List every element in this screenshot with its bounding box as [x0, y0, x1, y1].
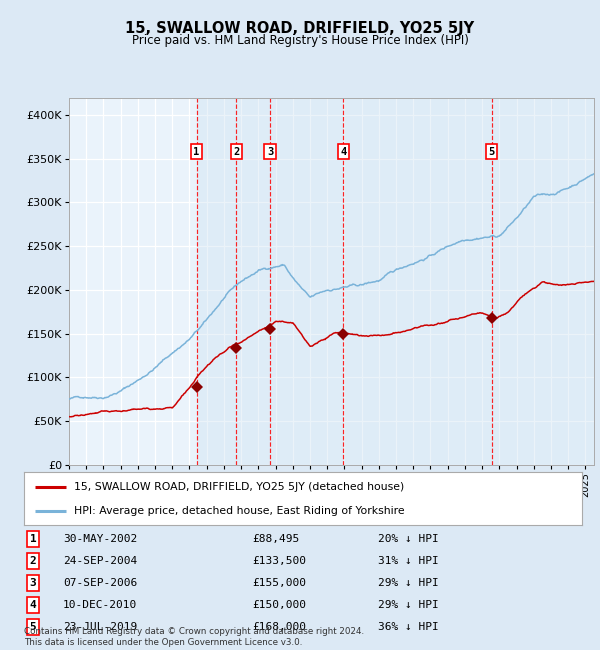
Text: 2: 2 — [233, 147, 239, 157]
Text: 24-SEP-2004: 24-SEP-2004 — [63, 556, 137, 566]
Text: 1: 1 — [193, 147, 200, 157]
Text: 07-SEP-2006: 07-SEP-2006 — [63, 578, 137, 588]
Text: 23-JUL-2019: 23-JUL-2019 — [63, 622, 137, 632]
Bar — [236, 98, 270, 465]
Text: £133,500: £133,500 — [252, 556, 306, 566]
Text: Price paid vs. HM Land Registry's House Price Index (HPI): Price paid vs. HM Land Registry's House … — [131, 34, 469, 47]
Text: 2: 2 — [29, 556, 37, 566]
Text: 4: 4 — [340, 147, 347, 157]
Text: HPI: Average price, detached house, East Riding of Yorkshire: HPI: Average price, detached house, East… — [74, 506, 405, 516]
Text: 36% ↓ HPI: 36% ↓ HPI — [378, 622, 439, 632]
Text: 30-MAY-2002: 30-MAY-2002 — [63, 534, 137, 544]
Text: 31% ↓ HPI: 31% ↓ HPI — [378, 556, 439, 566]
Text: 20% ↓ HPI: 20% ↓ HPI — [378, 534, 439, 544]
Text: 5: 5 — [29, 622, 37, 632]
Text: £168,000: £168,000 — [252, 622, 306, 632]
Text: 3: 3 — [29, 578, 37, 588]
Bar — [270, 98, 343, 465]
Text: 4: 4 — [29, 600, 37, 610]
Text: 5: 5 — [488, 147, 495, 157]
Bar — [197, 98, 236, 465]
Bar — [343, 98, 491, 465]
Text: 29% ↓ HPI: 29% ↓ HPI — [378, 578, 439, 588]
Text: 15, SWALLOW ROAD, DRIFFIELD, YO25 5JY (detached house): 15, SWALLOW ROAD, DRIFFIELD, YO25 5JY (d… — [74, 482, 404, 492]
Text: £155,000: £155,000 — [252, 578, 306, 588]
Text: £150,000: £150,000 — [252, 600, 306, 610]
Text: Contains HM Land Registry data © Crown copyright and database right 2024.
This d: Contains HM Land Registry data © Crown c… — [24, 627, 364, 647]
Text: 15, SWALLOW ROAD, DRIFFIELD, YO25 5JY: 15, SWALLOW ROAD, DRIFFIELD, YO25 5JY — [125, 21, 475, 36]
Text: £88,495: £88,495 — [252, 534, 299, 544]
Text: 10-DEC-2010: 10-DEC-2010 — [63, 600, 137, 610]
Bar — [491, 98, 594, 465]
Text: 3: 3 — [267, 147, 273, 157]
Text: 29% ↓ HPI: 29% ↓ HPI — [378, 600, 439, 610]
Text: 1: 1 — [29, 534, 37, 544]
